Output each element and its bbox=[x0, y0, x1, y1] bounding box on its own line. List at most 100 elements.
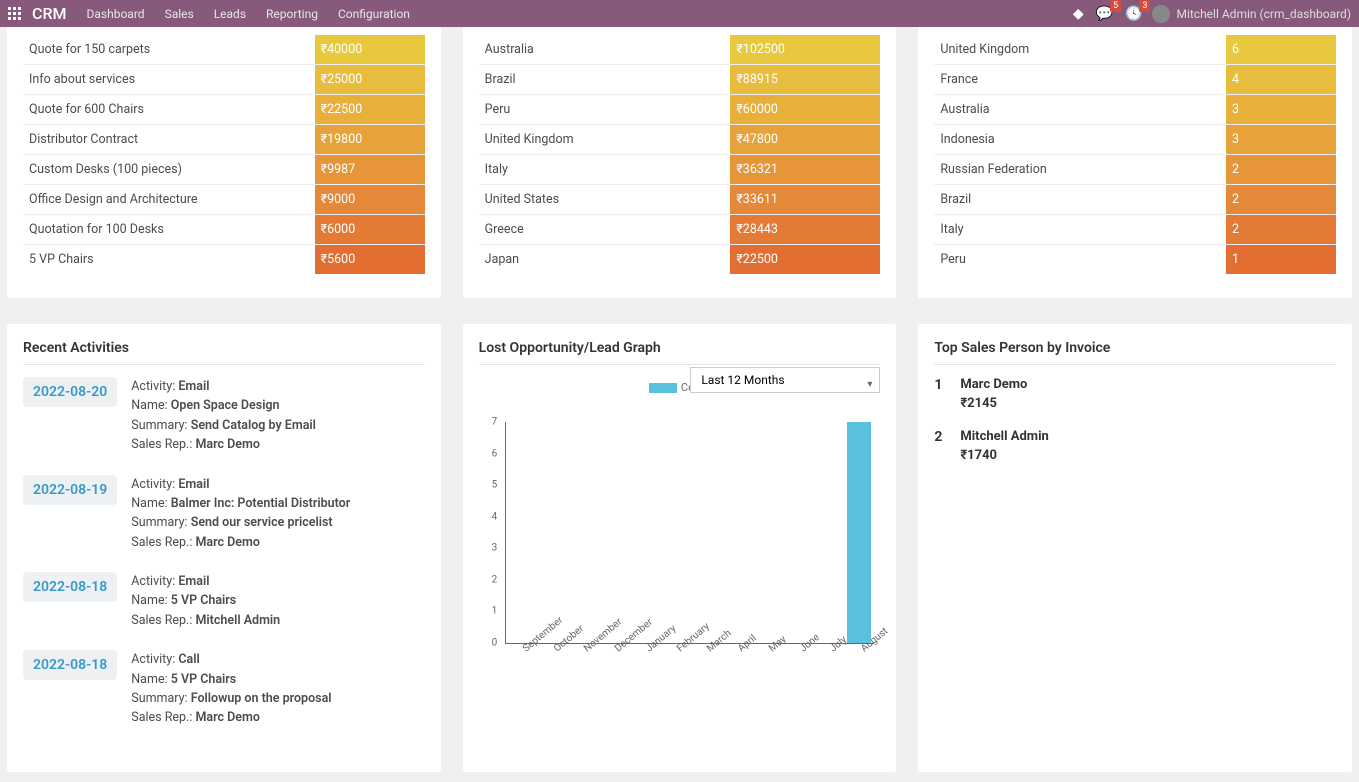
activity-date: 2022-08-20 bbox=[23, 377, 117, 407]
nav-leads[interactable]: Leads bbox=[204, 7, 256, 21]
rank-value: ₹1740 bbox=[960, 448, 1048, 463]
rank-name: Marc Demo bbox=[960, 377, 1027, 392]
table-row[interactable]: United Kingdom6 bbox=[934, 35, 1336, 65]
activities-icon[interactable]: 🕓3 bbox=[1125, 6, 1142, 22]
period-select[interactable]: Last 12 Months bbox=[690, 367, 880, 393]
table-row[interactable]: Peru1 bbox=[934, 245, 1336, 274]
row-label: Distributor Contract bbox=[23, 125, 315, 154]
table-row[interactable]: Info about services₹25000 bbox=[23, 65, 425, 95]
table-row[interactable]: Distributor Contract₹19800 bbox=[23, 125, 425, 155]
nav: DashboardSalesLeadsReportingConfiguratio… bbox=[77, 7, 420, 21]
row-value: ₹102500 bbox=[730, 35, 880, 64]
row-value: ₹19800 bbox=[315, 125, 425, 154]
row-value: ₹36321 bbox=[730, 155, 880, 184]
brand[interactable]: CRM bbox=[32, 4, 67, 23]
row-value: 4 bbox=[1226, 65, 1336, 94]
row-value: ₹6000 bbox=[315, 215, 425, 244]
row-label: France bbox=[934, 65, 1226, 94]
row-value: 1 bbox=[1226, 245, 1336, 274]
table-row[interactable]: Japan₹22500 bbox=[479, 245, 881, 274]
tray-icon[interactable]: ◆ bbox=[1073, 6, 1084, 22]
row-value: 2 bbox=[1226, 155, 1336, 184]
activity-item[interactable]: 2022-08-19Activity: EmailName: Balmer In… bbox=[23, 475, 425, 553]
row-value: ₹28443 bbox=[730, 215, 880, 244]
row-label: United Kingdom bbox=[479, 125, 731, 154]
table-row[interactable]: Brazil₹88915 bbox=[479, 65, 881, 95]
messages-icon[interactable]: 💬5 bbox=[1096, 6, 1113, 22]
row-label: Australia bbox=[479, 35, 731, 64]
row-value: 6 bbox=[1226, 35, 1336, 64]
table-row[interactable]: Quote for 150 carpets₹40000 bbox=[23, 35, 425, 65]
apps-icon[interactable] bbox=[8, 7, 22, 21]
row-label: Quotation for 100 Desks bbox=[23, 215, 315, 244]
table-row[interactable]: Quote for 600 Chairs₹22500 bbox=[23, 95, 425, 125]
chart: 01234567SeptemberOctoberNovemberDecember… bbox=[479, 394, 881, 674]
user-menu[interactable]: Mitchell Admin (crm_dashboard) bbox=[1176, 7, 1351, 21]
row-label: Italy bbox=[479, 155, 731, 184]
row-label: Peru bbox=[479, 95, 731, 124]
row-value: 3 bbox=[1226, 125, 1336, 154]
row-label: Greece bbox=[479, 215, 731, 244]
row-value: ₹60000 bbox=[730, 95, 880, 124]
rank-name: Mitchell Admin bbox=[960, 429, 1048, 444]
row-label: Peru bbox=[934, 245, 1226, 274]
table-row[interactable]: Indonesia3 bbox=[934, 125, 1336, 155]
nav-configuration[interactable]: Configuration bbox=[328, 7, 420, 21]
rank-number: 2 bbox=[934, 429, 946, 463]
nav-dashboard[interactable]: Dashboard bbox=[77, 7, 155, 21]
activity-date: 2022-08-19 bbox=[23, 475, 117, 505]
row-value: ₹9987 bbox=[315, 155, 425, 184]
table-row[interactable]: Brazil2 bbox=[934, 185, 1336, 215]
row-label: Office Design and Architecture bbox=[23, 185, 315, 214]
table-row[interactable]: Australia₹102500 bbox=[479, 35, 881, 65]
rank-value: ₹2145 bbox=[960, 396, 1027, 411]
chart-bar[interactable] bbox=[847, 422, 871, 643]
rank-item[interactable]: 2 Mitchell Admin ₹1740 bbox=[934, 429, 1336, 463]
section-title: Recent Activities bbox=[23, 332, 425, 365]
row-label: United Kingdom bbox=[934, 35, 1226, 64]
row-label: Quote for 600 Chairs bbox=[23, 95, 315, 124]
card-top-sales: Top Sales Person by Invoice 1Marc Demo₹2… bbox=[918, 324, 1352, 772]
table-row[interactable]: France4 bbox=[934, 65, 1336, 95]
row-label: Indonesia bbox=[934, 125, 1226, 154]
table-row[interactable]: Quotation for 100 Desks₹6000 bbox=[23, 215, 425, 245]
table-row[interactable]: Italy₹36321 bbox=[479, 155, 881, 185]
card-activities: Recent Activities 2022-08-20Activity: Em… bbox=[7, 324, 441, 772]
row-label: Russian Federation bbox=[934, 155, 1226, 184]
table-row[interactable]: Greece₹28443 bbox=[479, 215, 881, 245]
table-row[interactable]: Russian Federation2 bbox=[934, 155, 1336, 185]
activity-body: Activity: EmailName: 5 VP ChairsSales Re… bbox=[131, 572, 280, 630]
table-row[interactable]: Italy2 bbox=[934, 215, 1336, 245]
table-row[interactable]: Office Design and Architecture₹9000 bbox=[23, 185, 425, 215]
activity-date: 2022-08-18 bbox=[23, 572, 117, 602]
row-value: ₹88915 bbox=[730, 65, 880, 94]
row-label: Brazil bbox=[479, 65, 731, 94]
activity-item[interactable]: 2022-08-18Activity: CallName: 5 VP Chair… bbox=[23, 650, 425, 728]
table-row[interactable]: Custom Desks (100 pieces)₹9987 bbox=[23, 155, 425, 185]
row-label: Australia bbox=[934, 95, 1226, 124]
activity-item[interactable]: 2022-08-18 Activity: EmailName: 5 VP Chai… bbox=[23, 572, 425, 630]
table-row[interactable]: Peru₹60000 bbox=[479, 95, 881, 125]
table-row[interactable]: United States₹33611 bbox=[479, 185, 881, 215]
card-quotes: Quote for 150 carpets₹40000Info about se… bbox=[7, 27, 441, 298]
table-row[interactable]: United Kingdom₹47800 bbox=[479, 125, 881, 155]
rank-item[interactable]: 1Marc Demo₹2145 bbox=[934, 377, 1336, 411]
row-value: 3 bbox=[1226, 95, 1336, 124]
nav-reporting[interactable]: Reporting bbox=[256, 7, 328, 21]
row-value: ₹33611 bbox=[730, 185, 880, 214]
row-label: 5 VP Chairs bbox=[23, 245, 315, 274]
activity-item[interactable]: 2022-08-20Activity: EmailName: Open Spac… bbox=[23, 377, 425, 455]
section-title: Top Sales Person by Invoice bbox=[934, 332, 1336, 365]
row-label: Brazil bbox=[934, 185, 1226, 214]
activity-date: 2022-08-18 bbox=[23, 650, 117, 680]
card-country-revenue: Australia₹102500Brazil₹88915Peru₹60000Un… bbox=[463, 27, 897, 298]
card-country-count: United Kingdom6France4Australia3Indonesi… bbox=[918, 27, 1352, 298]
nav-sales[interactable]: Sales bbox=[155, 7, 204, 21]
avatar[interactable] bbox=[1152, 5, 1170, 23]
row-label: Custom Desks (100 pieces) bbox=[23, 155, 315, 184]
row-value: ₹47800 bbox=[730, 125, 880, 154]
row-value: ₹22500 bbox=[730, 245, 880, 274]
table-row[interactable]: Australia3 bbox=[934, 95, 1336, 125]
row-label: United States bbox=[479, 185, 731, 214]
table-row[interactable]: 5 VP Chairs₹5600 bbox=[23, 245, 425, 274]
